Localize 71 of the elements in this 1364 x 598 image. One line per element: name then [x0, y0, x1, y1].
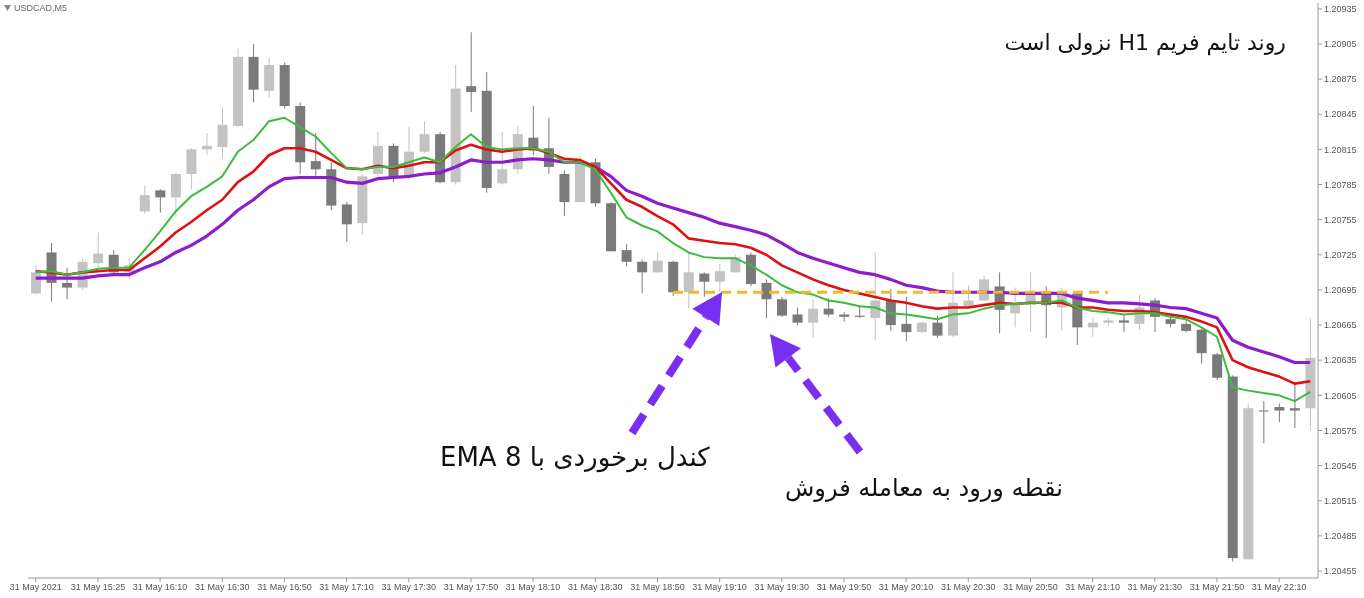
candlestick: [1274, 403, 1285, 423]
x-tick-label: 31 May 19:10: [692, 582, 747, 593]
candlestick: [761, 278, 772, 319]
candlestick: [497, 131, 508, 186]
y-tick-label: 1.20545: [1324, 460, 1357, 471]
x-tick-label: 31 May 21:30: [1127, 582, 1183, 593]
y-tick-label: 1.20485: [1324, 531, 1357, 542]
annotation: کندل برخوردی با EMA 8: [440, 442, 710, 472]
y-tick-label: 1.20665: [1324, 320, 1357, 331]
candlestick: [1212, 352, 1223, 381]
candlestick: [217, 106, 228, 160]
y-tick-label: 1.20935: [1324, 4, 1357, 15]
x-tick-label: 31 May 22:10: [1251, 582, 1307, 593]
candlestick: [1010, 287, 1021, 328]
candlestick: [823, 297, 834, 318]
candlestick: [170, 172, 181, 218]
candlestick: [155, 188, 166, 214]
x-tick-label: 31 May 19:50: [816, 582, 872, 593]
candlestick: [310, 132, 321, 177]
x-tick-label: 31 May 20:50: [1003, 582, 1058, 593]
x-tick-label: 31 May 18:30: [568, 582, 623, 593]
candlestick: [683, 251, 694, 310]
candlestick: [1118, 314, 1129, 333]
candlestick: [699, 271, 710, 298]
x-tick-label: 31 May 16:50: [257, 582, 312, 593]
x-tick-label: 31 May 2021: [9, 582, 62, 593]
y-tick-label: 1.20875: [1324, 74, 1357, 85]
candlestick: [139, 185, 150, 215]
x-tick-label: 31 May 19:30: [754, 582, 810, 593]
y-tick-label: 1.20515: [1324, 495, 1357, 506]
x-tick-label: 31 May 16:10: [132, 582, 188, 593]
y-tick-label: 1.20845: [1324, 109, 1357, 120]
candlestick: [901, 296, 912, 342]
candlestick: [932, 315, 943, 339]
chart-title: USDCAD,M5: [14, 3, 68, 13]
y-tick-label: 1.20815: [1324, 144, 1357, 155]
x-tick-label: 31 May 17:30: [381, 582, 437, 593]
candlestick: [419, 120, 430, 154]
x-tick-label: 31 May 18:50: [630, 582, 685, 593]
candlestick: [637, 258, 648, 294]
candlestick: [1258, 400, 1269, 444]
x-tick-label: 31 May 15:25: [70, 582, 126, 593]
x-tick-label: 31 May 20:10: [878, 582, 934, 593]
x-tick-label: 31 May 18:10: [505, 582, 561, 593]
candlestick: [714, 263, 725, 293]
y-tick-label: 1.20905: [1324, 39, 1357, 50]
candlestick: [341, 201, 352, 243]
x-tick-label: 31 May 16:30: [195, 582, 250, 593]
annotation: نقطه ورود به معامله فروش: [785, 474, 1063, 502]
x-tick-label: 31 May 21:10: [1065, 582, 1120, 593]
y-tick-label: 1.20605: [1324, 390, 1357, 401]
annotation: روند تایم فریم H1 نزولی است: [1004, 30, 1286, 55]
x-tick-label: 31 May 17:10: [319, 582, 374, 593]
candlestick: [93, 232, 104, 269]
y-tick-label: 1.20575: [1324, 425, 1357, 436]
x-tick-label: 31 May 20:30: [941, 582, 996, 593]
y-tick-label: 1.20635: [1324, 355, 1357, 366]
candlestick: [808, 298, 819, 339]
x-tick-label: 31 May 21:50: [1189, 582, 1245, 593]
y-tick-label: 1.20785: [1324, 179, 1357, 190]
y-tick-label: 1.20755: [1324, 214, 1357, 225]
y-tick-label: 1.20725: [1324, 249, 1357, 260]
y-tick-label: 1.20455: [1324, 566, 1357, 577]
y-tick-label: 1.20695: [1324, 285, 1357, 296]
candlestick: [621, 243, 632, 267]
candlestick: [1196, 328, 1207, 365]
candlestick: [466, 31, 477, 113]
candlestick: [870, 251, 881, 341]
x-tick-label: 31 May 17:50: [443, 582, 499, 593]
candlestick: [777, 296, 788, 318]
candlestick: [62, 267, 73, 300]
